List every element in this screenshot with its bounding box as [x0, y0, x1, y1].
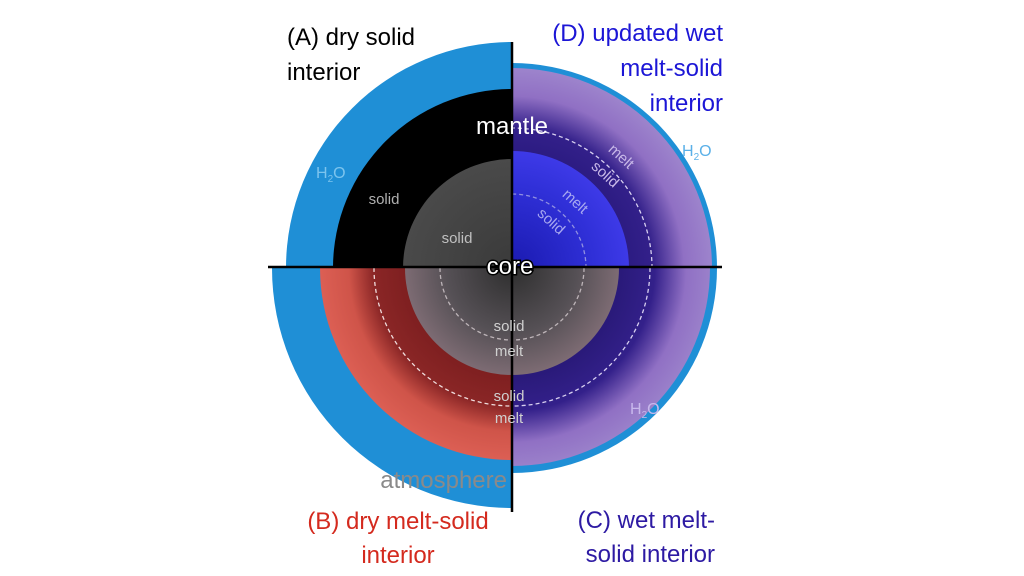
bc-core-solid: solid	[494, 318, 525, 335]
c-core	[512, 268, 619, 375]
a-core-state: solid	[442, 230, 473, 247]
quadrant-a	[286, 42, 512, 268]
quadrant-b	[272, 267, 513, 508]
panel-b-title: (B) dry melt-solid	[307, 508, 488, 535]
panel-d-title-2: melt-solid	[620, 55, 723, 82]
panel-c-title: (C) wet melt-	[578, 507, 715, 534]
panel-a-title: (A) dry solid	[287, 24, 415, 51]
bc-mantle-solid: solid	[494, 388, 525, 405]
quadrant-c	[511, 267, 717, 473]
d-mantle-boundary	[511, 127, 653, 269]
bc-mantle-melt: melt	[495, 410, 524, 427]
quadrant-d	[511, 63, 717, 269]
panel-d-title: (D) updated wet	[552, 20, 723, 47]
d-core	[512, 151, 629, 268]
h2o-label-d: H2O	[682, 143, 712, 163]
panel-d-title-3: interior	[650, 90, 723, 117]
c-mantle-boundary	[511, 267, 651, 407]
a-core	[403, 159, 512, 268]
h2o-label-a: H2O	[316, 165, 346, 185]
bc-core-melt: melt	[495, 343, 524, 360]
panel-a-title-2: interior	[287, 59, 360, 86]
c-core-boundary	[511, 267, 585, 341]
panel-c-title-2: solid interior	[586, 541, 715, 568]
b-core-boundary	[439, 267, 513, 341]
core-label: core	[487, 253, 534, 280]
a-mantle-state: solid	[369, 191, 400, 208]
atmosphere-label: atmosphere	[380, 467, 507, 494]
d-core-boundary	[511, 193, 587, 269]
b-mantle-boundary	[373, 267, 513, 407]
panel-b-title-2: interior	[361, 542, 434, 569]
h2o-label-c: H2O	[630, 401, 660, 421]
mantle-label: mantle	[476, 113, 548, 140]
b-core	[405, 268, 512, 375]
